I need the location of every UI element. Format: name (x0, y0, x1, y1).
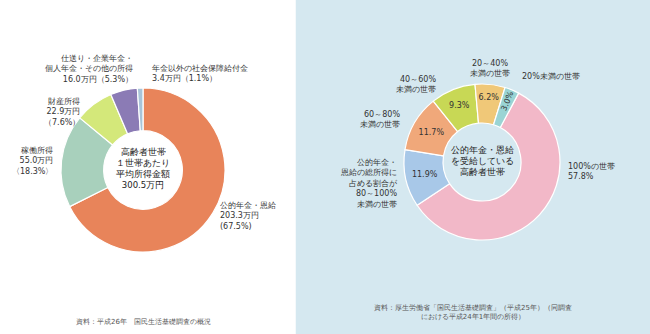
svg-text:資料：平成26年 国民生活基礎調査の概況: 資料：平成26年 国民生活基礎調査の概況 (76, 318, 211, 326)
svg-text:100%の世帯57.8%: 100%の世帯57.8% (568, 162, 615, 181)
svg-text:6.2%: 6.2% (478, 93, 499, 102)
svg-text:9.3%: 9.3% (449, 101, 470, 110)
svg-text:仕送り・企業年金・個人年金・その他の所得16.0万円（5.3: 仕送り・企業年金・個人年金・その他の所得16.0万円（5.3%） (45, 54, 133, 84)
svg-text:公的年金・恩給を受給している高齢者世帯: 公的年金・恩給を受給している高齢者世帯 (451, 145, 514, 177)
svg-text:60～80%未満の世帯: 60～80%未満の世帯 (360, 110, 400, 129)
svg-text:年金以外の社会保障給付金3.4万円（1.1%）: 年金以外の社会保障給付金3.4万円（1.1%） (152, 64, 248, 83)
svg-text:20%未満の世帯: 20%未満の世帯 (522, 72, 580, 81)
svg-text:40～60%未満の世帯: 40～60%未満の世帯 (396, 75, 436, 94)
svg-text:高齢者世帯１世帯あたり平均所得金額300.5万円: 高齢者世帯１世帯あたり平均所得金額300.5万円 (116, 147, 170, 190)
svg-text:稼働所得55.0万円〈18.3%〉: 稼働所得55.0万円〈18.3%〉 (12, 146, 53, 176)
svg-text:3.0%: 3.0% (499, 90, 515, 113)
svg-text:11.9%: 11.9% (412, 170, 438, 179)
svg-text:11.7%: 11.7% (419, 128, 445, 137)
svg-text:公的年金・恩給203.3万円(67.5%): 公的年金・恩給203.3万円(67.5%) (220, 201, 276, 231)
svg-text:20～40%未満の世帯: 20～40%未満の世帯 (470, 59, 510, 78)
svg-text:資料：厚生労働省「国民生活基礎調査」（平成25年）（同調査に: 資料：厚生労働省「国民生活基礎調査」（平成25年）（同調査における平成24年1年… (374, 304, 572, 321)
svg-text:公的年金・恩給の総所得に占める割合が80～100%未満の世帯: 公的年金・恩給の総所得に占める割合が80～100%未満の世帯 (340, 158, 398, 209)
svg-text:財産所得22.9万円（7.6%）: 財産所得22.9万円（7.6%） (44, 97, 80, 127)
